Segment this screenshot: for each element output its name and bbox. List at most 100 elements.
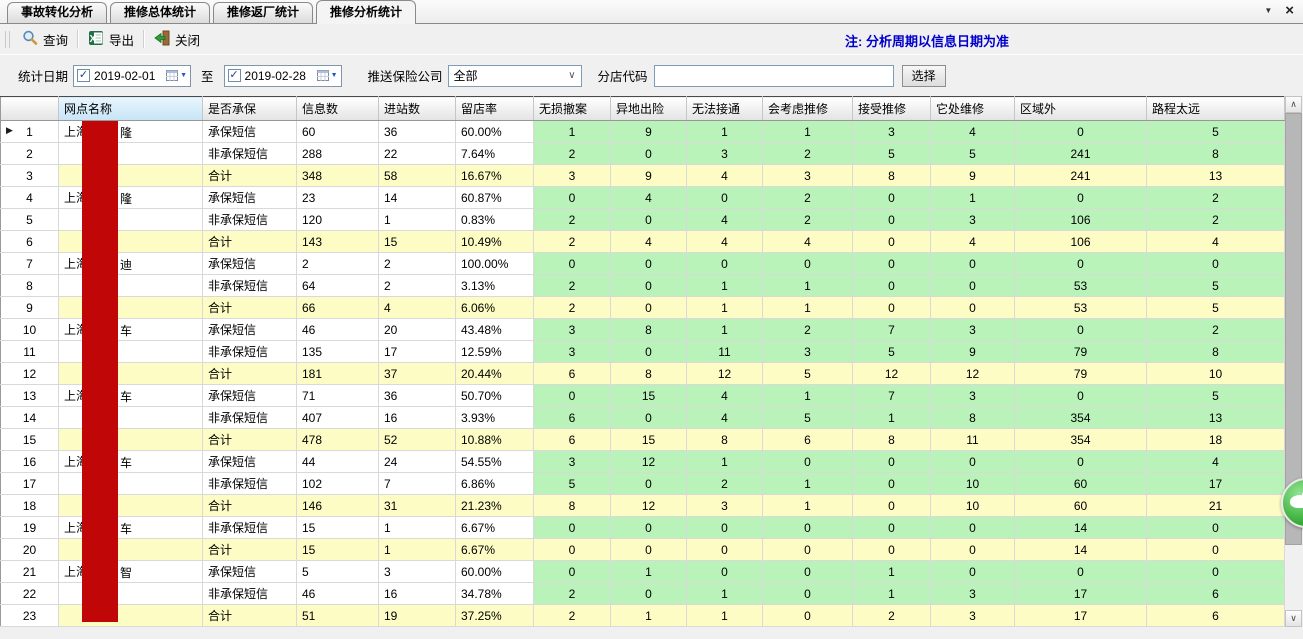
row-number-cell[interactable]: 4 xyxy=(0,186,59,209)
insured-type-cell[interactable]: 承保短信 xyxy=(202,450,297,473)
info-count-cell[interactable]: 348 xyxy=(296,164,379,187)
metric-cell[interactable]: 0 xyxy=(1146,516,1285,539)
metric-cell[interactable]: 2 xyxy=(762,318,853,341)
metric-cell[interactable]: 4 xyxy=(686,230,763,253)
metric-cell[interactable]: 17 xyxy=(1014,582,1147,605)
metric-cell[interactable]: 0 xyxy=(686,186,763,209)
insured-type-cell[interactable]: 非承保短信 xyxy=(202,274,297,297)
insured-type-cell[interactable]: 合计 xyxy=(202,296,297,319)
metric-cell[interactable]: 0 xyxy=(762,516,853,539)
metric-cell[interactable]: 7 xyxy=(852,384,931,407)
metric-cell[interactable]: 0 xyxy=(852,296,931,319)
metric-cell[interactable]: 3 xyxy=(533,340,611,363)
column-header-10[interactable]: 接受推修 xyxy=(852,96,931,121)
metric-cell[interactable]: 0 xyxy=(533,186,611,209)
table-row-total[interactable]: 18 合计 146 31 21.23% 8 12 3 1 0 10 60 21 xyxy=(0,494,1285,517)
metric-cell[interactable]: 6 xyxy=(1146,582,1285,605)
metric-cell[interactable]: 0 xyxy=(1146,252,1285,275)
info-count-cell[interactable]: 15 xyxy=(296,516,379,539)
metric-cell[interactable]: 0 xyxy=(533,516,611,539)
site-name-cell[interactable] xyxy=(58,538,203,561)
metric-cell[interactable]: 9 xyxy=(610,120,687,143)
column-header-0[interactable] xyxy=(0,96,59,121)
metric-cell[interactable]: 0 xyxy=(610,472,687,495)
metric-cell[interactable]: 12 xyxy=(852,362,931,385)
date-to-picker[interactable]: ✓ 2019-02-28 ▼ xyxy=(223,64,342,87)
column-header-5[interactable]: 留店率 xyxy=(455,96,534,121)
date-dropdown-icon[interactable]: ▼ xyxy=(180,72,188,79)
insured-type-cell[interactable]: 合计 xyxy=(202,428,297,451)
toolbar-grip[interactable] xyxy=(5,30,10,48)
inbound-count-cell[interactable]: 17 xyxy=(378,340,456,363)
row-number-cell[interactable]: 12 xyxy=(0,362,59,385)
metric-cell[interactable]: 8 xyxy=(852,428,931,451)
inbound-count-cell[interactable]: 16 xyxy=(378,406,456,429)
metric-cell[interactable]: 1 xyxy=(686,582,763,605)
metric-cell[interactable]: 4 xyxy=(1146,230,1285,253)
metric-cell[interactable]: 2 xyxy=(533,142,611,165)
metric-cell[interactable]: 6 xyxy=(533,406,611,429)
table-row-total[interactable]: 6 合计 143 15 10.49% 2 4 4 4 0 4 106 4 xyxy=(0,230,1285,253)
date-from-picker[interactable]: ✓ 2019-02-01 ▼ xyxy=(73,64,192,87)
metric-cell[interactable]: 5 xyxy=(1146,384,1285,407)
metric-cell[interactable]: 13 xyxy=(1146,164,1285,187)
metric-cell[interactable]: 2 xyxy=(533,208,611,231)
table-row[interactable]: 10 上海车承保短信 46 20 43.48% 3 8 1 2 7 3 0 2 xyxy=(0,318,1285,341)
metric-cell[interactable]: 0 xyxy=(533,560,611,583)
tab-1[interactable]: 推修总体统计 xyxy=(110,2,211,23)
info-count-cell[interactable]: 143 xyxy=(296,230,379,253)
metric-cell[interactable]: 0 xyxy=(762,252,853,275)
row-number-cell[interactable]: 17 xyxy=(0,472,59,495)
metric-cell[interactable]: 2 xyxy=(762,208,853,231)
metric-cell[interactable]: 0 xyxy=(686,538,763,561)
tab-3[interactable]: 推修分析统计 xyxy=(316,0,417,24)
metric-cell[interactable]: 0 xyxy=(930,252,1015,275)
row-number-cell[interactable]: 15 xyxy=(0,428,59,451)
retention-rate-cell[interactable]: 0.83% xyxy=(455,208,534,231)
site-name-cell[interactable] xyxy=(58,274,203,297)
metric-cell[interactable]: 0 xyxy=(762,604,853,627)
metric-cell[interactable]: 0 xyxy=(1014,384,1147,407)
retention-rate-cell[interactable]: 34.78% xyxy=(455,582,534,605)
row-number-cell[interactable]: 2 xyxy=(0,142,59,165)
table-row[interactable]: 16 上海车承保短信 44 24 54.55% 3 12 1 0 0 0 0 4 xyxy=(0,450,1285,473)
retention-rate-cell[interactable]: 3.93% xyxy=(455,406,534,429)
metric-cell[interactable]: 2 xyxy=(852,604,931,627)
metric-cell[interactable]: 2 xyxy=(533,274,611,297)
inbound-count-cell[interactable]: 22 xyxy=(378,142,456,165)
metric-cell[interactable]: 12 xyxy=(686,362,763,385)
vertical-scrollbar[interactable]: ∧ ∨ xyxy=(1285,96,1302,627)
row-number-cell[interactable]: 16 xyxy=(0,450,59,473)
insured-type-cell[interactable]: 合计 xyxy=(202,230,297,253)
metric-cell[interactable]: 12 xyxy=(610,450,687,473)
metric-cell[interactable]: 0 xyxy=(686,560,763,583)
inbound-count-cell[interactable]: 19 xyxy=(378,604,456,627)
row-number-cell[interactable]: 14 xyxy=(0,406,59,429)
table-row[interactable]: 4 上海隆承保短信 23 14 60.87% 0 4 0 2 0 1 0 2 xyxy=(0,186,1285,209)
inbound-count-cell[interactable]: 58 xyxy=(378,164,456,187)
retention-rate-cell[interactable]: 60.00% xyxy=(455,560,534,583)
metric-cell[interactable]: 1 xyxy=(686,318,763,341)
info-count-cell[interactable]: 71 xyxy=(296,384,379,407)
inbound-count-cell[interactable]: 36 xyxy=(378,384,456,407)
metric-cell[interactable]: 8 xyxy=(610,318,687,341)
metric-cell[interactable]: 14 xyxy=(1014,516,1147,539)
metric-cell[interactable]: 2 xyxy=(533,230,611,253)
retention-rate-cell[interactable]: 43.48% xyxy=(455,318,534,341)
metric-cell[interactable]: 106 xyxy=(1014,208,1147,231)
row-number-cell[interactable]: 8 xyxy=(0,274,59,297)
inbound-count-cell[interactable]: 14 xyxy=(378,186,456,209)
metric-cell[interactable]: 79 xyxy=(1014,362,1147,385)
metric-cell[interactable]: 2 xyxy=(762,142,853,165)
metric-cell[interactable]: 5 xyxy=(1146,120,1285,143)
insured-type-cell[interactable]: 合计 xyxy=(202,538,297,561)
metric-cell[interactable]: 0 xyxy=(762,538,853,561)
column-header-8[interactable]: 无法接通 xyxy=(686,96,763,121)
metric-cell[interactable]: 1 xyxy=(686,274,763,297)
inbound-count-cell[interactable]: 2 xyxy=(378,252,456,275)
metric-cell[interactable]: 0 xyxy=(1014,120,1147,143)
metric-cell[interactable]: 2 xyxy=(1146,208,1285,231)
metric-cell[interactable]: 1 xyxy=(762,296,853,319)
table-row[interactable]: 21 上海智承保短信 5 3 60.00% 0 1 0 0 1 0 0 0 xyxy=(0,560,1285,583)
metric-cell[interactable]: 0 xyxy=(610,296,687,319)
